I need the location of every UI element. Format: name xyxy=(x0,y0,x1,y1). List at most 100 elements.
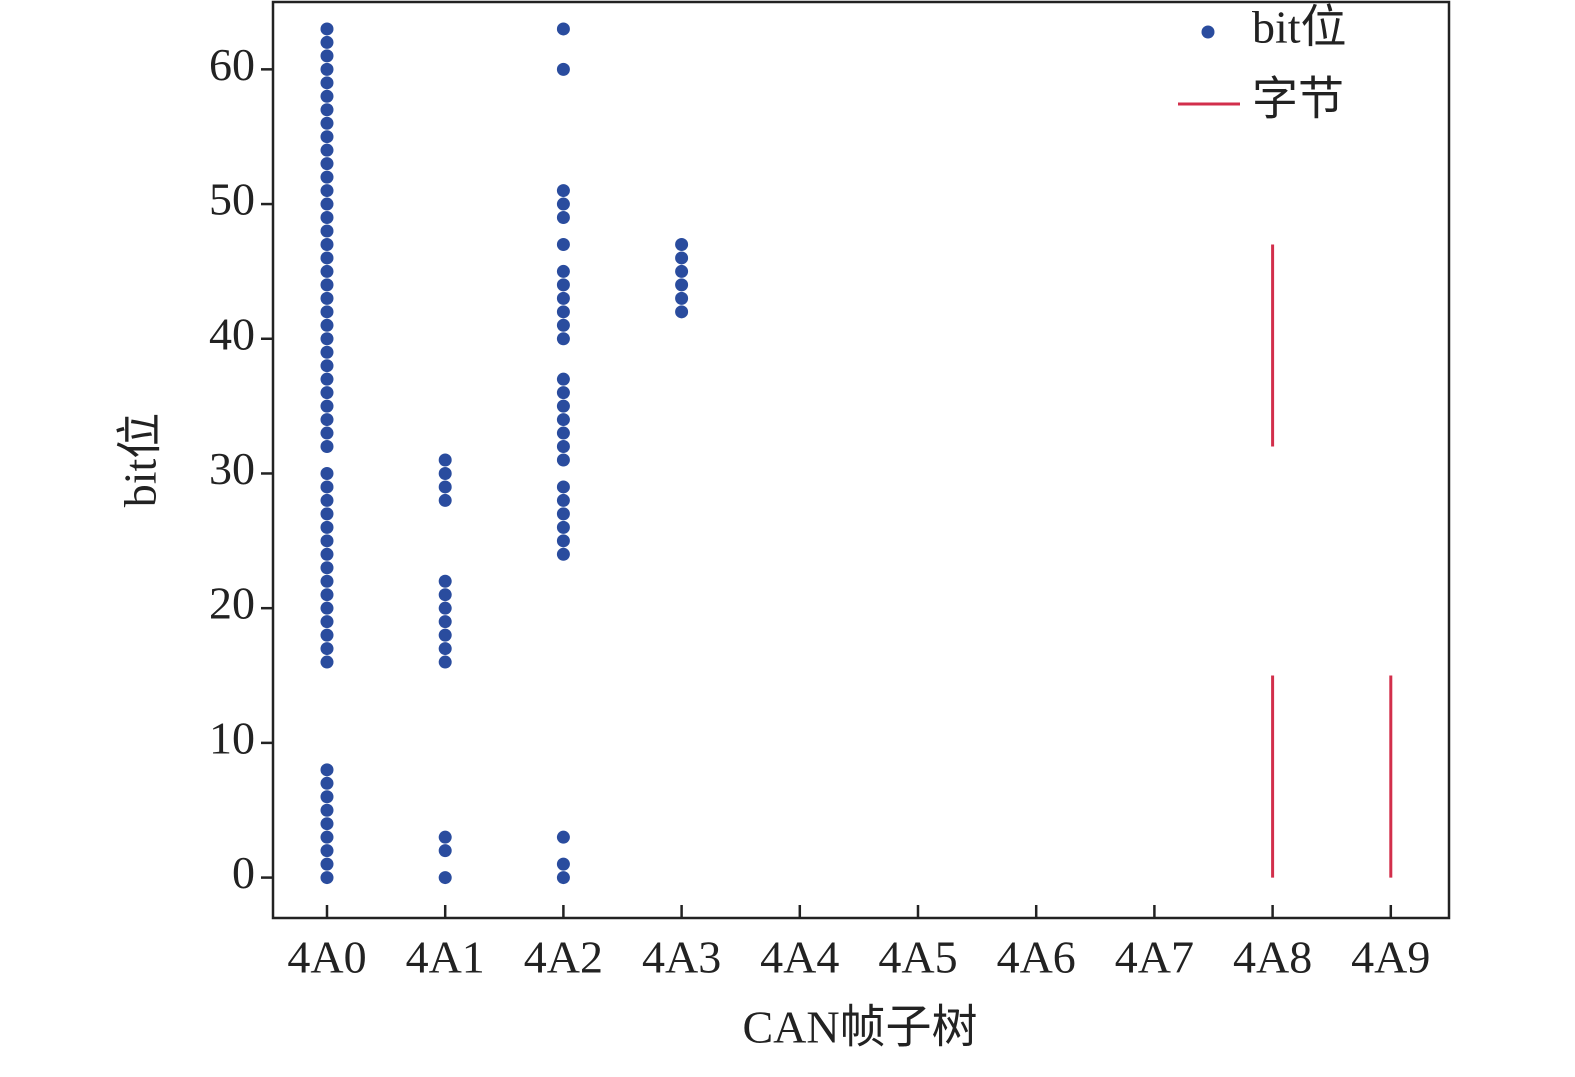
point xyxy=(320,359,334,373)
point xyxy=(320,35,334,49)
point xyxy=(320,547,334,561)
point xyxy=(438,588,452,602)
point xyxy=(438,844,452,858)
x-tick-label: 4A9 xyxy=(1351,932,1430,983)
point xyxy=(556,830,570,844)
point xyxy=(556,62,570,76)
point xyxy=(556,453,570,467)
point xyxy=(320,318,334,332)
x-tick-label: 4A7 xyxy=(1115,932,1194,983)
point xyxy=(438,871,452,885)
x-tick-label: 4A3 xyxy=(642,932,721,983)
x-tick-label: 4A0 xyxy=(287,932,366,983)
point xyxy=(320,211,334,225)
point xyxy=(320,278,334,292)
point xyxy=(556,534,570,548)
y-tick-label: 30 xyxy=(209,443,255,494)
y-tick-label: 20 xyxy=(209,578,255,629)
point xyxy=(438,628,452,642)
plot-frame xyxy=(271,0,1451,920)
point xyxy=(320,305,334,319)
point xyxy=(438,466,452,480)
x-tick-label: 4A4 xyxy=(760,932,839,983)
point xyxy=(556,184,570,198)
point xyxy=(556,413,570,427)
x-tick-label: 4A6 xyxy=(997,932,1076,983)
point xyxy=(556,399,570,413)
point xyxy=(438,480,452,494)
point xyxy=(438,642,452,656)
legend-label: bit位 xyxy=(1252,2,1347,53)
point xyxy=(556,871,570,885)
point xyxy=(320,332,334,346)
point xyxy=(675,237,689,251)
point xyxy=(320,534,334,548)
point xyxy=(675,278,689,292)
x-tick-label: 4A8 xyxy=(1233,932,1312,983)
point xyxy=(320,22,334,36)
point xyxy=(556,291,570,305)
point xyxy=(556,305,570,319)
point xyxy=(320,251,334,265)
point xyxy=(320,628,334,642)
point xyxy=(320,62,334,76)
point xyxy=(320,601,334,615)
point xyxy=(320,116,334,130)
point xyxy=(438,655,452,669)
point xyxy=(556,440,570,454)
point xyxy=(556,197,570,211)
y-tick-label: 40 xyxy=(209,308,255,359)
point xyxy=(320,49,334,63)
x-tick-label: 4A1 xyxy=(406,932,485,983)
point xyxy=(320,157,334,171)
point xyxy=(556,278,570,292)
point xyxy=(320,399,334,413)
point xyxy=(675,264,689,278)
point xyxy=(556,480,570,494)
point xyxy=(320,844,334,858)
point xyxy=(320,184,334,198)
point xyxy=(438,493,452,507)
point xyxy=(556,520,570,534)
point xyxy=(320,224,334,238)
point xyxy=(320,237,334,251)
point xyxy=(320,480,334,494)
point xyxy=(320,413,334,427)
point xyxy=(556,857,570,871)
point xyxy=(320,615,334,629)
point xyxy=(320,426,334,440)
point xyxy=(556,372,570,386)
point xyxy=(556,547,570,561)
point xyxy=(556,264,570,278)
point xyxy=(556,237,570,251)
point xyxy=(556,332,570,346)
point xyxy=(320,574,334,588)
point xyxy=(556,211,570,225)
x-tick-label: 4A5 xyxy=(878,932,957,983)
point xyxy=(320,440,334,454)
point xyxy=(320,803,334,817)
point xyxy=(320,291,334,305)
point xyxy=(320,197,334,211)
point xyxy=(320,386,334,400)
point xyxy=(438,601,452,615)
point xyxy=(320,143,334,157)
point xyxy=(320,89,334,103)
point xyxy=(438,574,452,588)
point xyxy=(320,790,334,804)
y-tick-label: 60 xyxy=(209,39,255,90)
point xyxy=(556,507,570,521)
point xyxy=(320,345,334,359)
y-tick-label: 0 xyxy=(232,847,255,898)
point xyxy=(320,857,334,871)
point xyxy=(320,170,334,184)
point xyxy=(320,655,334,669)
point xyxy=(320,830,334,844)
y-axis-label: bit位 xyxy=(115,413,166,508)
point xyxy=(320,871,334,885)
point xyxy=(556,493,570,507)
x-tick-label: 4A2 xyxy=(524,932,603,983)
point xyxy=(320,776,334,790)
point xyxy=(320,642,334,656)
